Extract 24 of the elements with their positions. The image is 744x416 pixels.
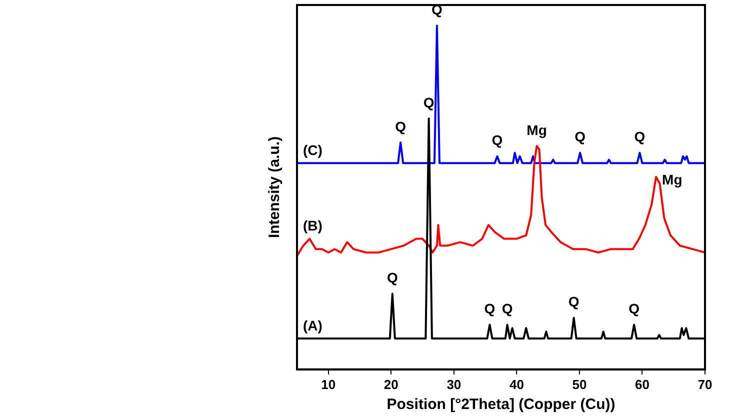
annotation: Mg — [526, 122, 547, 138]
annotation: Q — [492, 132, 503, 148]
x-tick-label: 10 — [321, 376, 336, 392]
annotation: Q — [634, 128, 646, 145]
x-axis-title: Position [°2Theta] (Copper (Cu)) — [386, 396, 616, 414]
series-label: (B) — [303, 218, 322, 234]
series-label: (A) — [303, 317, 322, 334]
y-axis-title: Intensity (a.u.) — [266, 136, 284, 238]
annotation: Q — [484, 300, 496, 317]
annotation: Q — [423, 94, 434, 110]
annotation: Q — [568, 294, 580, 310]
series-label: (C) — [303, 142, 322, 158]
annotation: Q — [386, 270, 398, 286]
annotation: Mg — [662, 172, 682, 188]
x-tick-label: 70 — [698, 376, 712, 392]
annotation: Q — [574, 128, 586, 145]
x-tick-label: 40 — [509, 376, 524, 392]
annotation: Q — [395, 118, 406, 134]
annotation: Q — [502, 300, 513, 317]
x-tick-label: 20 — [384, 376, 398, 392]
x-tick-label: 60 — [634, 376, 650, 392]
x-tick-label: 50 — [572, 376, 587, 392]
annotation: Q — [628, 300, 640, 317]
x-tick-label: 30 — [446, 376, 462, 392]
